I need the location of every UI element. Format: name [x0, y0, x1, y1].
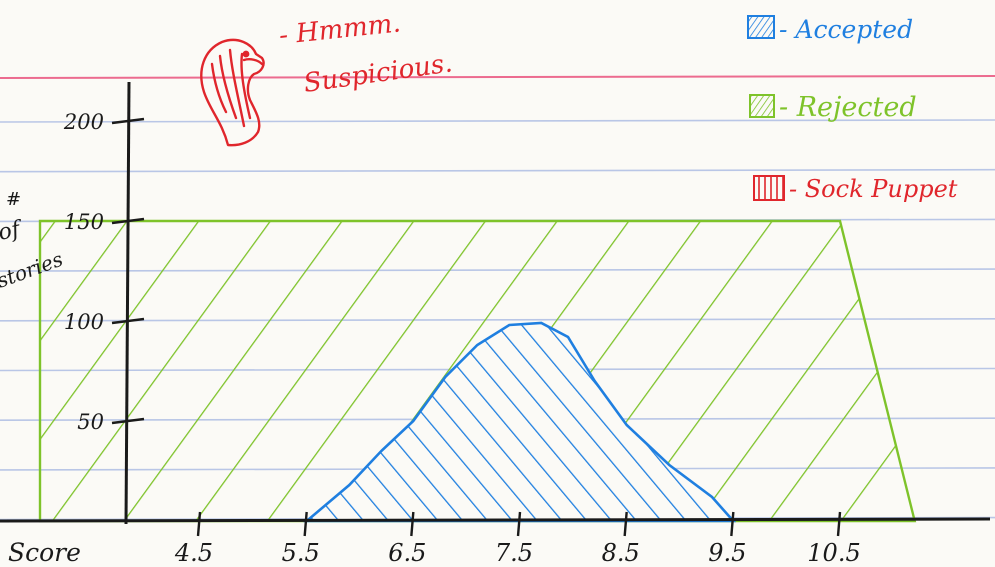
x-tick: [516, 511, 522, 537]
legend-swatch-rejected: [749, 94, 775, 118]
y-axis: [124, 81, 131, 525]
x-tick-label: 7.5: [495, 539, 533, 567]
legend-swatch-accepted: [747, 15, 775, 39]
margin-line: [0, 75, 995, 79]
rule-line: [0, 168, 995, 173]
x-tick: [836, 511, 842, 537]
x-tick: [196, 511, 202, 537]
legend-label-rejected: - Rejected: [779, 92, 917, 123]
sock-puppet-doodle: [200, 38, 265, 147]
accepted-area-hatch: [303, 321, 737, 523]
x-tick: [623, 511, 628, 537]
x-tick: [303, 511, 308, 537]
x-tick-label: 8.5: [602, 539, 640, 567]
x-tick-label: 6.5: [388, 539, 426, 567]
y-tick: [111, 417, 145, 425]
x-tick: [410, 511, 415, 537]
y-tick-label: 50: [77, 410, 104, 434]
y-tick: [111, 217, 145, 225]
y-axis-label-line-1: #: [6, 189, 21, 210]
y-tick: [111, 117, 145, 125]
legend-label-sock-puppet: - Sock Puppet: [789, 175, 958, 203]
legend-swatch-sock-puppet: [753, 175, 785, 201]
x-tick-label: 5.5: [282, 539, 320, 567]
x-tick: [730, 511, 735, 537]
rule-line: [0, 119, 995, 123]
legend: - Accepted - Rejected - Sock Puppet: [747, 15, 958, 203]
legend-label-accepted: - Accepted: [779, 15, 913, 44]
x-axis: [0, 517, 991, 523]
x-tick-label: 9.5: [708, 539, 746, 567]
y-tick: [111, 317, 145, 325]
y-tick-label: 150: [64, 210, 104, 234]
y-tick-label: 100: [64, 310, 104, 334]
y-tick-label: 200: [63, 110, 104, 134]
x-tick-label: 4.5: [174, 539, 213, 567]
x-tick-label: 10.5: [807, 539, 860, 567]
axis-ticks: 4.5 5.5 6.5 7.5 8.5 9.5 10.5 50 100 150 200: [63, 110, 861, 567]
x-axis-label: Score: [8, 538, 81, 567]
